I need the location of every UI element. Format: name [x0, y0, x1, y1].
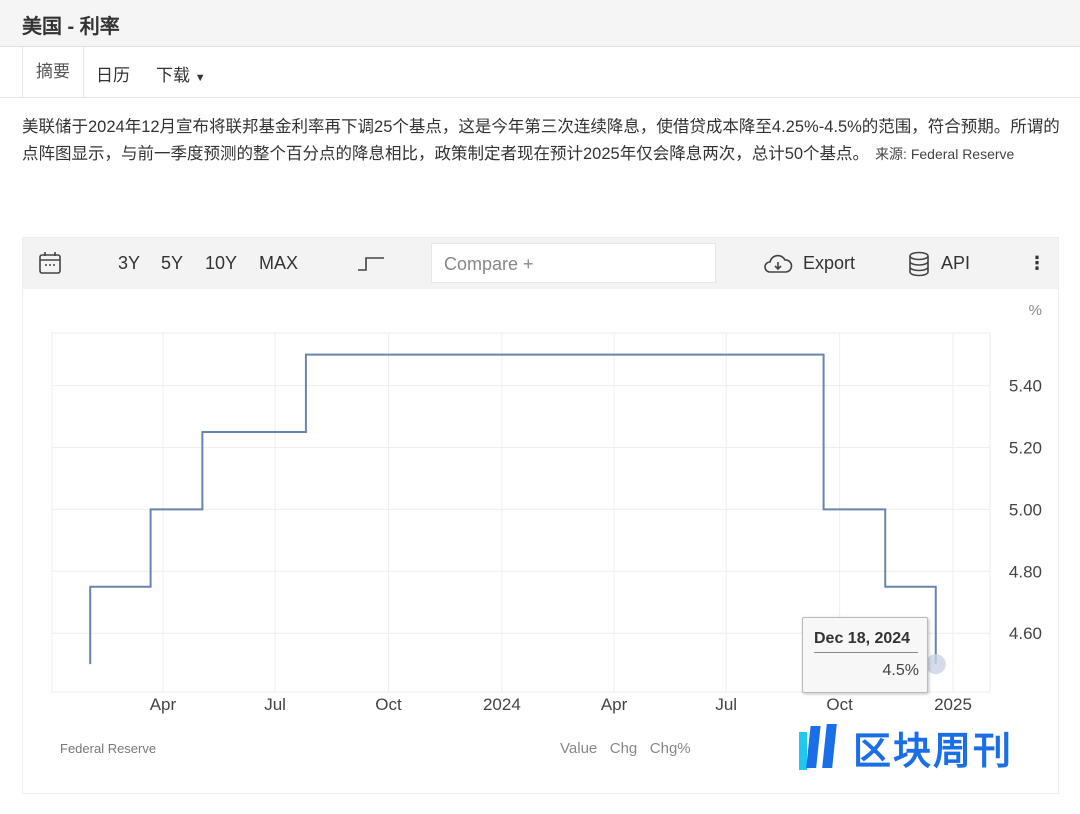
chart-legend: Value Chg Chg% — [560, 740, 691, 757]
tab-calendar[interactable]: 日历 — [96, 66, 130, 85]
watermark-logo: 区块周刊 — [797, 722, 1014, 773]
step-chart-icon[interactable] — [357, 254, 385, 277]
range-5y[interactable]: 5Y — [161, 253, 184, 273]
source-note: 来源: Federal Reserve — [875, 146, 1015, 162]
caret-down-icon: ▼ — [194, 72, 206, 84]
title-bar: 美国 - 利率 — [0, 0, 1080, 47]
description: 美联储于2024年12月宣布将联邦基金利率再下调25个基点，这是今年第三次连续降… — [22, 114, 1062, 168]
chart-source: Federal Reserve — [60, 741, 157, 756]
watermark-logo-icon — [799, 724, 837, 770]
watermark-text: 区块周刊 — [853, 730, 1014, 773]
chart-container: 3Y 5Y 10Y MAX Compare + Export API ⋮ — [22, 237, 1059, 794]
chart-toolbar: 3Y 5Y 10Y MAX Compare + Export API ⋮ — [23, 238, 1058, 289]
description-text: 美联储于2024年12月宣布将联邦基金利率再下调25个基点，这是今年第三次连续降… — [22, 118, 1060, 163]
range-10y[interactable]: 10Y — [205, 253, 238, 273]
api-button[interactable]: API — [941, 253, 971, 273]
compare-input[interactable]: Compare + — [431, 243, 716, 283]
page-title: 美国 - 利率 — [22, 16, 120, 38]
range-max[interactable]: MAX — [259, 253, 299, 273]
tab-summary[interactable]: 摘要 — [22, 47, 84, 97]
tab-download[interactable]: 下载 ▼ — [156, 61, 206, 86]
chart-tooltip: Dec 18, 2024 4.5% — [802, 617, 928, 693]
range-3y[interactable]: 3Y — [118, 253, 141, 273]
tab-download-label: 下载 — [156, 66, 190, 85]
database-icon[interactable] — [908, 251, 930, 282]
export-button[interactable]: Export — [803, 253, 856, 273]
cloud-download-icon[interactable] — [763, 254, 793, 279]
more-vertical-icon[interactable]: ⋮ — [1028, 253, 1046, 273]
tooltip-date: Dec 18, 2024 — [814, 630, 918, 653]
tooltip-value: 4.5% — [882, 662, 919, 679]
tab-bar: 摘要 日历 下载 ▼ — [0, 47, 1080, 98]
calendar-icon[interactable] — [39, 251, 61, 280]
